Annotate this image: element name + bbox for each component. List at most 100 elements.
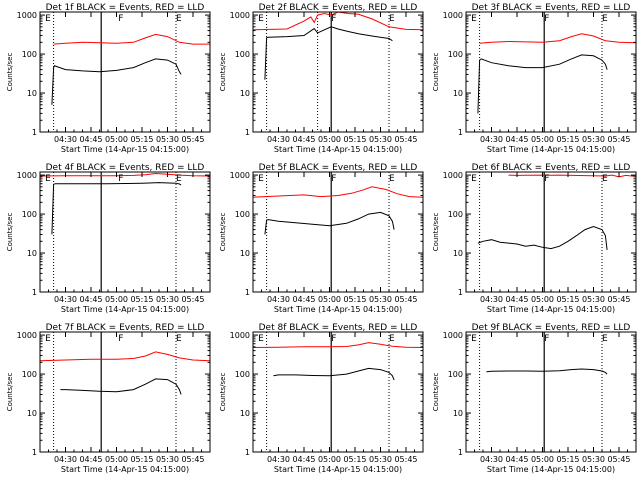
- y-tick-label: 1000: [230, 11, 250, 20]
- plot-frame: [39, 171, 211, 293]
- x-tick-label: 05:00: [105, 295, 128, 304]
- y-tick-label: 1: [458, 128, 463, 137]
- x-tick-label: 05:00: [318, 295, 341, 304]
- x-tick-label: 05:45: [607, 455, 630, 464]
- x-tick-label: 04:30: [480, 135, 503, 144]
- x-tick-label: 05:15: [343, 455, 366, 464]
- x-tick-label: 05:15: [556, 295, 579, 304]
- y-tick-label: 10: [27, 409, 37, 418]
- x-tick-label: 04:45: [505, 455, 528, 464]
- plot-frame: [465, 11, 637, 133]
- event-marker-label: E: [389, 174, 395, 184]
- x-axis-label: Start Time (14-Apr-15 04:15:00): [487, 305, 615, 314]
- x-tick-label: 04:30: [267, 135, 290, 144]
- x-tick-label: 05:00: [105, 135, 128, 144]
- series-events: [273, 367, 395, 381]
- y-axis-label: Counts/sec: [432, 53, 440, 92]
- y-tick-label: 1: [458, 288, 463, 297]
- x-tick-label: 05:00: [531, 455, 554, 464]
- event-marker-label: E: [389, 334, 395, 344]
- event-marker-label: E: [176, 334, 182, 344]
- y-tick-label: 100: [22, 50, 37, 59]
- x-tick-label: 05:30: [582, 135, 605, 144]
- series-lld: [252, 11, 424, 31]
- y-tick-label: 10: [453, 89, 463, 98]
- x-tick-label: 04:45: [292, 295, 315, 304]
- x-tick-label: 05:45: [181, 135, 204, 144]
- event-marker-label: E: [176, 174, 182, 184]
- event-marker-label: E: [471, 334, 477, 344]
- x-tick-label: 05:15: [130, 135, 153, 144]
- x-tick-label: 04:30: [480, 455, 503, 464]
- y-tick-label: 100: [448, 210, 463, 219]
- y-tick-label: 100: [22, 210, 37, 219]
- series-lld: [252, 186, 424, 198]
- x-tick-label: 05:45: [607, 135, 630, 144]
- panel-title: Det 8f BLACK = Events, RED = LLD: [259, 323, 418, 333]
- event-marker-label: E: [176, 14, 182, 24]
- y-tick-label: 10: [453, 249, 463, 258]
- plot-frame: [39, 11, 211, 133]
- y-tick-label: 1000: [443, 171, 463, 180]
- x-axis-label: Start Time (14-Apr-15 04:15:00): [61, 465, 189, 474]
- plot-frame: [252, 171, 424, 293]
- x-tick-label: 05:15: [343, 295, 366, 304]
- y-tick-label: 10: [27, 249, 37, 258]
- y-tick-label: 10: [27, 89, 37, 98]
- x-tick-label: 05:15: [130, 455, 153, 464]
- y-tick-label: 1000: [230, 331, 250, 340]
- x-tick-label: 04:45: [505, 295, 528, 304]
- x-tick-label: 05:30: [369, 135, 392, 144]
- event-marker-label: F: [331, 174, 336, 184]
- x-axis-label: Start Time (14-Apr-15 04:15:00): [274, 305, 402, 314]
- event-marker-label: F: [544, 14, 549, 24]
- panel-title: Det 3f BLACK = Events, RED = LLD: [472, 3, 631, 13]
- panel-5: Det 5f BLACK = Events, RED = LLD 1 10 100 10…: [219, 163, 424, 314]
- x-tick-label: 05:00: [531, 135, 554, 144]
- event-marker-label: E: [471, 14, 477, 24]
- y-tick-label: 1: [32, 288, 37, 297]
- panel-9: Det 9f BLACK = Events, RED = LLD 1 10 100 10…: [432, 323, 637, 474]
- x-axis-label: Start Time (14-Apr-15 04:15:00): [487, 465, 615, 474]
- series-events: [51, 58, 182, 105]
- x-axis-label: Start Time (14-Apr-15 04:15:00): [274, 145, 402, 154]
- x-tick-label: 04:30: [267, 295, 290, 304]
- y-tick-label: 10: [240, 409, 250, 418]
- panel-title: Det 1f BLACK = Events, RED = LLD: [46, 3, 205, 13]
- panel-title: Det 5f BLACK = Events, RED = LLD: [259, 163, 418, 173]
- y-tick-label: 1000: [17, 11, 37, 20]
- x-tick-label: 05:30: [582, 455, 605, 464]
- y-tick-label: 10: [453, 409, 463, 418]
- y-axis-label: Counts/sec: [219, 53, 227, 92]
- x-tick-label: 05:45: [394, 455, 417, 464]
- event-marker-label: E: [45, 334, 51, 344]
- panel-1: Det 1f BLACK = Events, RED = LLD 1 10 100 10…: [6, 3, 211, 154]
- event-marker-label: E: [258, 14, 264, 24]
- event-marker-label: F: [331, 334, 336, 344]
- event-marker-label: E: [602, 334, 608, 344]
- y-axis-label: Counts/sec: [219, 373, 227, 412]
- x-tick-label: 05:30: [582, 295, 605, 304]
- y-axis-label: Counts/sec: [432, 213, 440, 252]
- panel-title: Det 9f BLACK = Events, RED = LLD: [472, 323, 631, 333]
- panel-2: Det 2f BLACK = Events, RED = LLD 1 10 100 10…: [219, 3, 424, 154]
- x-tick-label: 05:45: [394, 135, 417, 144]
- x-tick-label: 04:45: [79, 135, 102, 144]
- y-tick-label: 1000: [443, 11, 463, 20]
- panel-title: Det 4f BLACK = Events, RED = LLD: [46, 163, 205, 173]
- x-tick-label: 04:30: [267, 455, 290, 464]
- event-marker-label: F: [118, 334, 123, 344]
- y-tick-label: 1000: [443, 331, 463, 340]
- series-lld: [252, 342, 424, 348]
- series-events: [264, 26, 393, 80]
- x-tick-label: 04:45: [505, 135, 528, 144]
- plot-frame: [252, 331, 424, 453]
- event-marker-label: E: [45, 14, 51, 24]
- y-axis-label: Counts/sec: [6, 53, 14, 92]
- x-tick-label: 05:30: [156, 135, 179, 144]
- event-marker-label: E: [602, 14, 608, 24]
- x-tick-label: 04:45: [79, 295, 102, 304]
- x-tick-label: 05:15: [556, 455, 579, 464]
- x-tick-label: 05:30: [369, 295, 392, 304]
- x-tick-label: 05:15: [556, 135, 579, 144]
